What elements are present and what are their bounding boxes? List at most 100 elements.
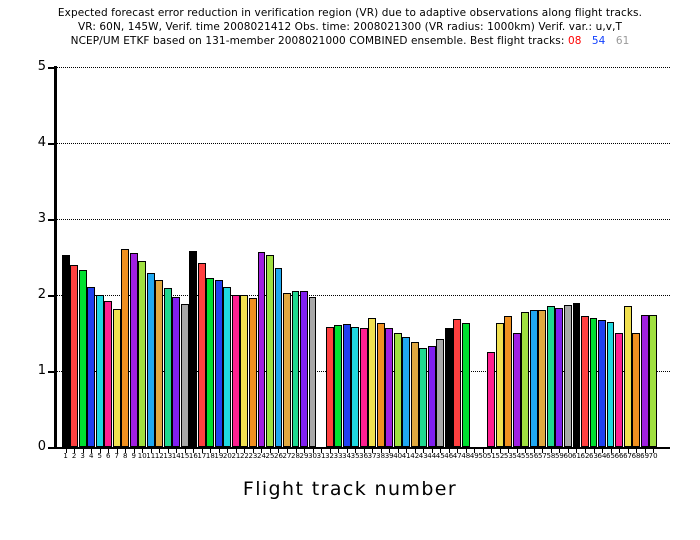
x-tick-label-48: 48 [461, 452, 471, 460]
bar-track-57 [538, 310, 547, 447]
x-tick-mark-9 [133, 449, 135, 453]
x-tick-mark-8 [125, 449, 127, 453]
bar-track-55 [521, 312, 530, 447]
bar-track-60 [564, 304, 572, 447]
x-tick-label-64: 64 [597, 452, 607, 460]
x-tick-label-61: 61 [572, 452, 581, 460]
y-tick-mark-4 [48, 143, 55, 145]
y-tick-label-1: 1 [37, 363, 46, 378]
bar-track-61 [572, 302, 581, 447]
bar-track-26 [274, 267, 283, 447]
x-tick-label-51: 51 [486, 452, 496, 460]
x-tick-label-42: 42 [410, 452, 420, 460]
x-axis-title: Flight track number [242, 478, 458, 500]
y-tick-label-0: 0 [37, 439, 46, 454]
bar-track-16 [189, 250, 198, 447]
x-tick-label-9: 9 [131, 452, 136, 460]
x-tick-mark-35 [355, 449, 357, 453]
bar-track-18 [206, 277, 215, 447]
x-tick-label-68: 68 [631, 452, 641, 460]
x-tick-label-36: 36 [359, 452, 369, 460]
bar-track-53 [504, 316, 513, 447]
bar-track-69 [640, 314, 649, 447]
title-line-3-prefix: NCEP/UM ETKF based on 131-member 2008021… [70, 35, 565, 47]
y-tick-label-2: 2 [37, 287, 46, 302]
x-tick-label-2: 2 [71, 452, 77, 460]
x-tick-label-58: 58 [546, 452, 556, 460]
bar-track-10 [138, 260, 147, 447]
x-tick-mark-26 [278, 449, 280, 453]
best-track-2: 54 [591, 35, 606, 47]
bar-track-28 [291, 291, 300, 447]
x-tick-mark-38 [380, 449, 382, 453]
bar-track-33 [334, 325, 343, 447]
x-tick-mark-10 [142, 449, 144, 453]
x-tick-label-44: 44 [427, 452, 437, 460]
x-tick-label-47: 47 [452, 452, 462, 460]
title-line-1: Expected forecast error reduction in ver… [57, 7, 643, 19]
bar-track-35 [351, 326, 360, 447]
x-tick-label-8: 8 [123, 452, 128, 460]
x-tick-mark-15 [184, 449, 186, 453]
x-tick-mark-45 [440, 449, 442, 453]
x-tick-label-7: 7 [114, 452, 119, 460]
bar-track-64 [598, 320, 606, 447]
bar-track-45 [436, 339, 445, 447]
bar-track-66 [615, 333, 623, 447]
x-tick-mark-20 [227, 449, 229, 453]
x-tick-mark-54 [516, 449, 518, 453]
x-tick-label-52: 52 [495, 452, 505, 460]
x-tick-mark-32 [329, 449, 331, 453]
bar-track-54 [512, 333, 521, 447]
gridline-4 [57, 143, 670, 144]
x-tick-label-35: 35 [350, 452, 360, 460]
x-tick-mark-28 [295, 449, 297, 453]
bar-track-43 [419, 348, 428, 447]
y-tick-label-4: 4 [37, 135, 46, 150]
bar-track-42 [410, 342, 419, 447]
x-tick-mark-25 [269, 449, 271, 453]
x-tick-mark-37 [372, 449, 374, 453]
x-tick-mark-58 [550, 449, 552, 453]
x-tick-mark-64 [602, 449, 604, 453]
x-tick-mark-49 [474, 449, 476, 453]
x-tick-label-21: 21 [231, 452, 241, 460]
x-tick-mark-39 [389, 449, 391, 453]
bar-track-12 [155, 279, 164, 447]
x-tick-label-67: 67 [623, 452, 632, 460]
x-tick-mark-62 [584, 449, 586, 453]
x-tick-label-62: 62 [580, 452, 590, 460]
x-tick-mark-50 [482, 449, 484, 453]
x-tick-mark-27 [287, 449, 288, 453]
gridline-2 [57, 295, 670, 296]
x-tick-mark-31 [321, 449, 323, 453]
x-tick-label-1: 1 [63, 452, 68, 460]
x-tick-label-31: 31 [316, 452, 326, 460]
bar-track-47 [453, 319, 462, 447]
x-tick-mark-33 [338, 449, 340, 453]
bar-track-4 [87, 287, 96, 447]
bar-track-17 [197, 263, 206, 447]
bar-track-13 [163, 288, 172, 447]
x-tick-mark-53 [508, 449, 510, 453]
x-tick-mark-60 [567, 449, 569, 453]
x-tick-label-28: 28 [291, 452, 300, 460]
x-tick-label-12: 12 [154, 452, 164, 460]
x-tick-label-24: 24 [256, 452, 266, 460]
x-tick-label-6: 6 [105, 452, 111, 460]
best-track-3: 61 [615, 35, 630, 47]
bar-track-37 [368, 317, 377, 447]
x-tick-label-5: 5 [97, 452, 102, 460]
bar-track-20 [223, 287, 232, 447]
x-tick-label-54: 54 [512, 452, 522, 460]
bar-track-52 [495, 323, 504, 447]
x-tick-label-63: 63 [589, 452, 598, 460]
plot-area [57, 67, 670, 447]
x-tick-mark-24 [261, 449, 263, 453]
best-track-1: 08 [567, 35, 582, 47]
x-tick-mark-3 [82, 449, 84, 453]
gridline-3 [57, 219, 670, 220]
x-tick-label-15: 15 [180, 452, 190, 460]
bar-track-19 [214, 279, 223, 447]
